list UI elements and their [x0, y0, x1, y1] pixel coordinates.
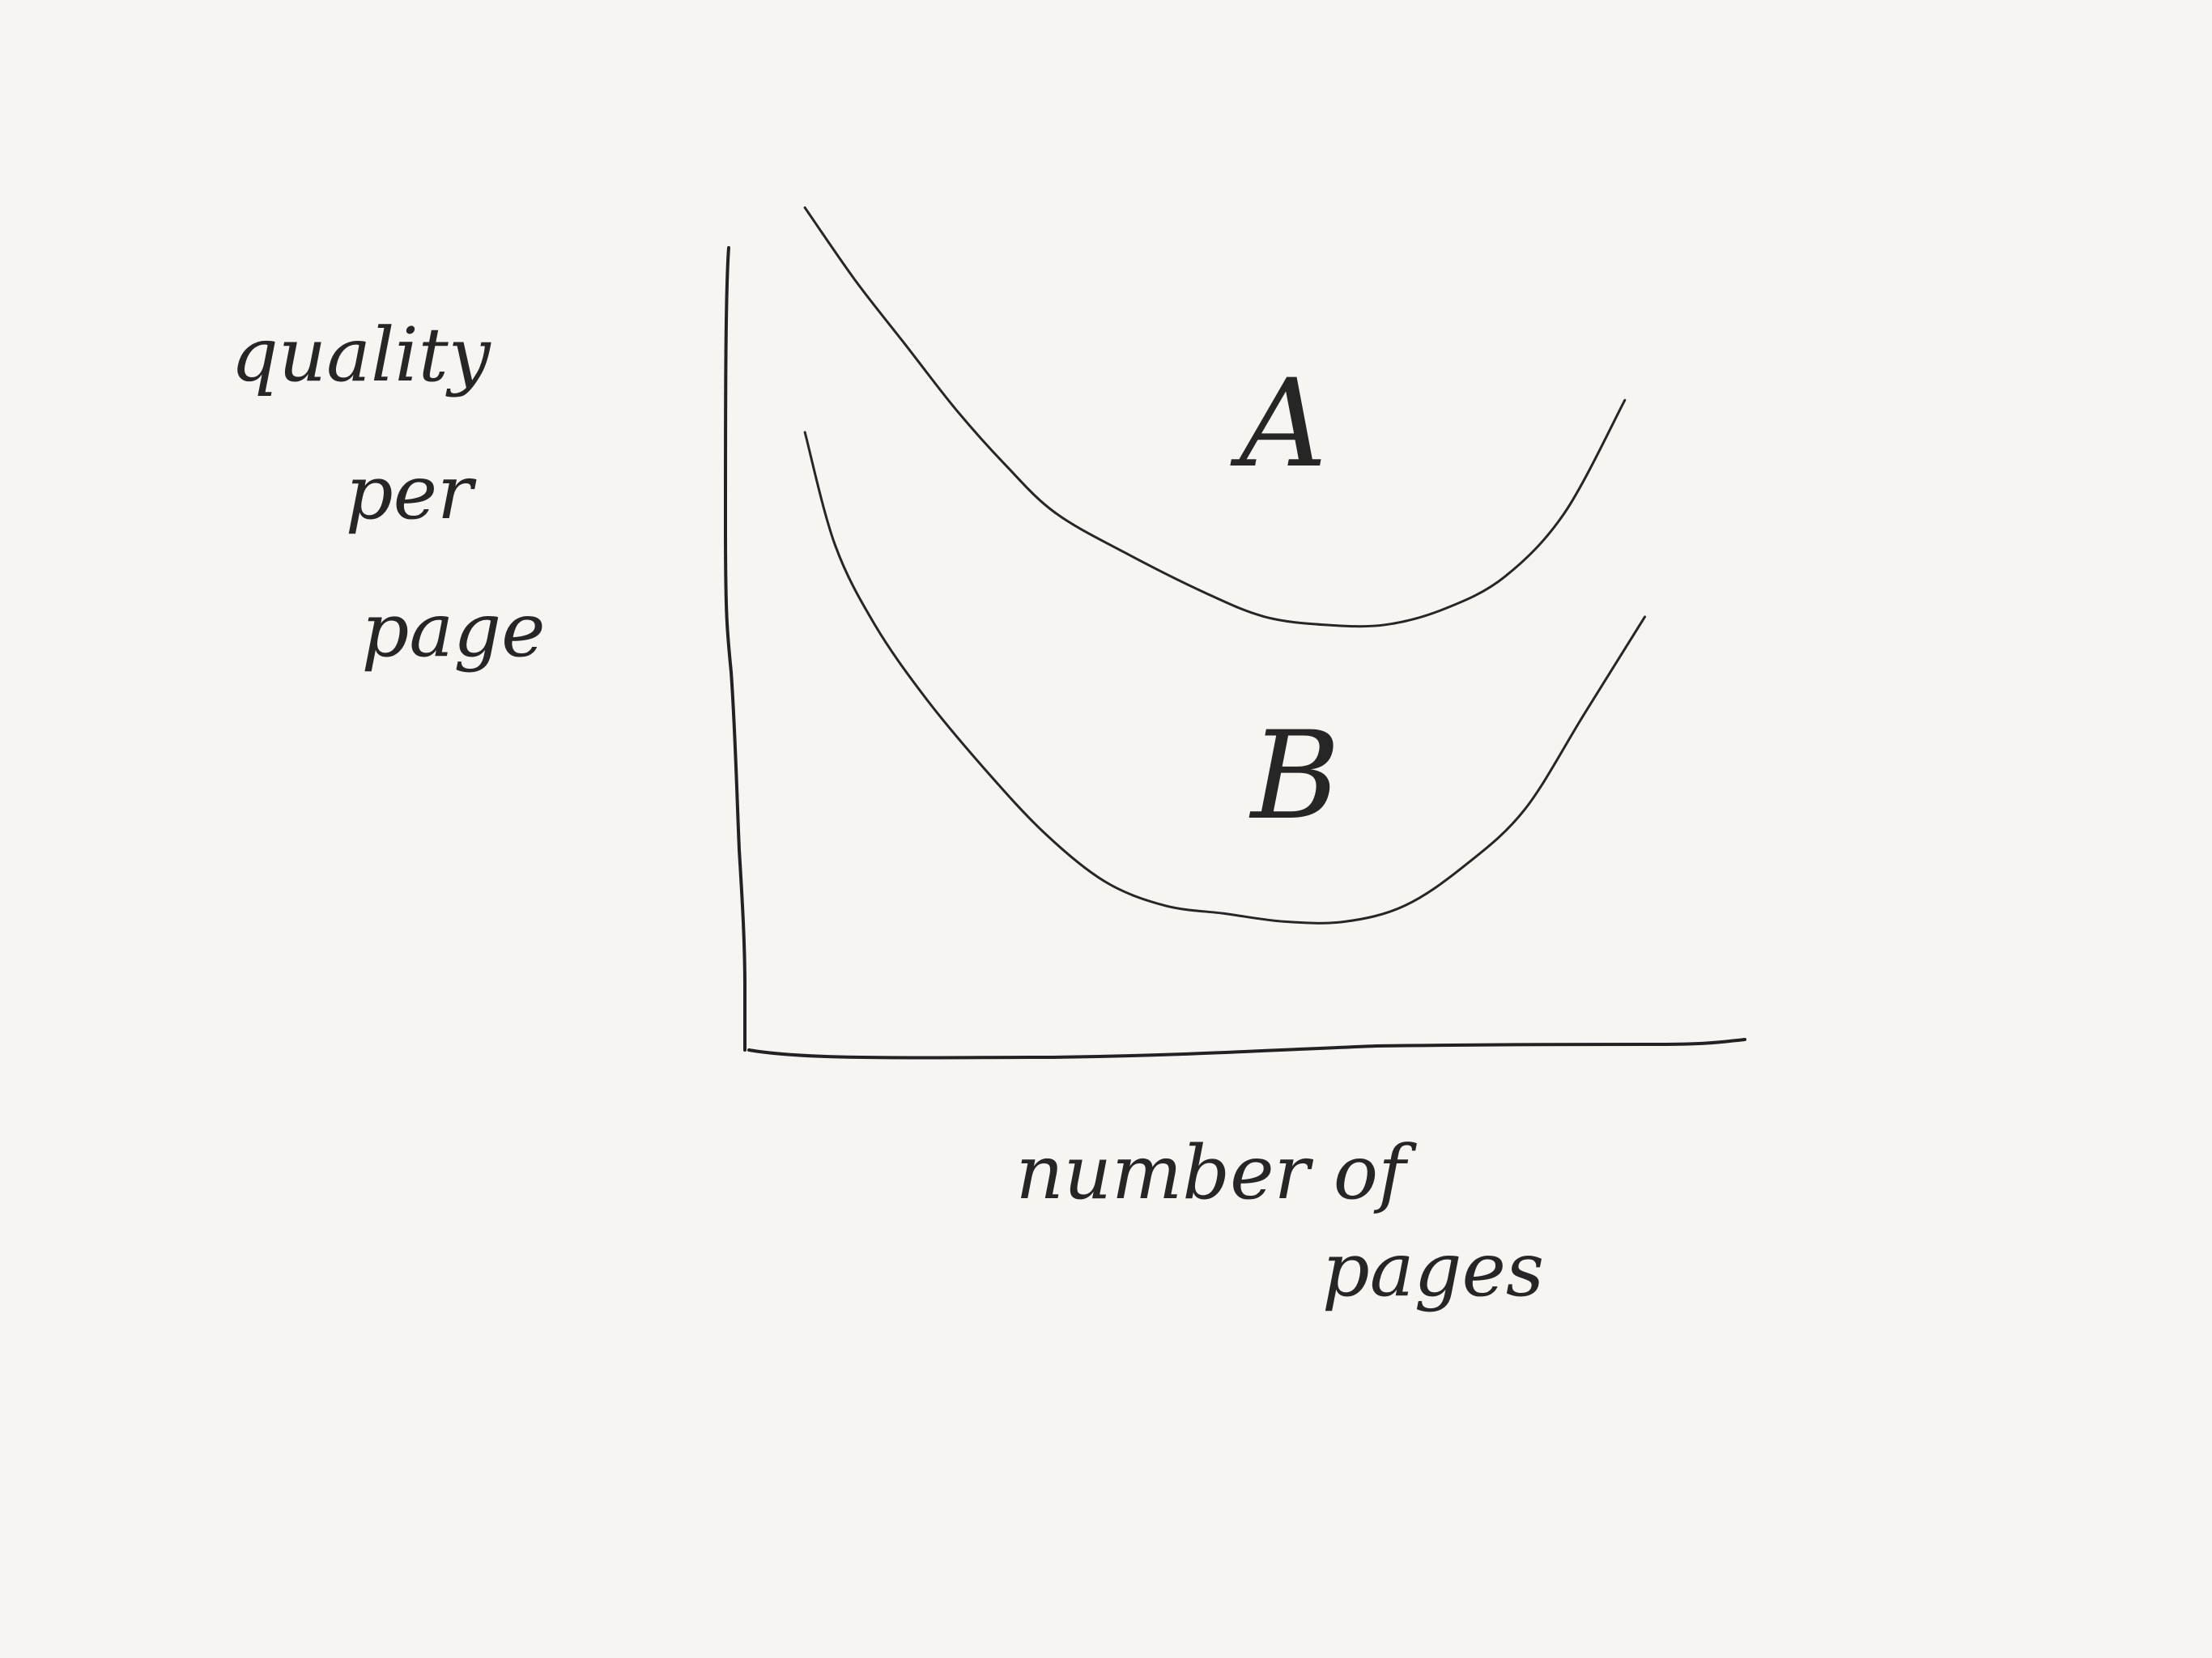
y-axis-label: quality per page	[231, 312, 546, 674]
series-line-a	[803, 206, 1627, 628]
x-axis-label: number of pages	[1016, 1129, 1545, 1313]
series-line-b	[803, 431, 1646, 925]
series-label-b: B	[1249, 706, 1340, 847]
y-axis	[724, 246, 747, 1052]
series-label-a: A	[1230, 354, 1327, 495]
plot-area: AB	[803, 206, 1646, 925]
x-axis	[747, 1038, 1746, 1060]
